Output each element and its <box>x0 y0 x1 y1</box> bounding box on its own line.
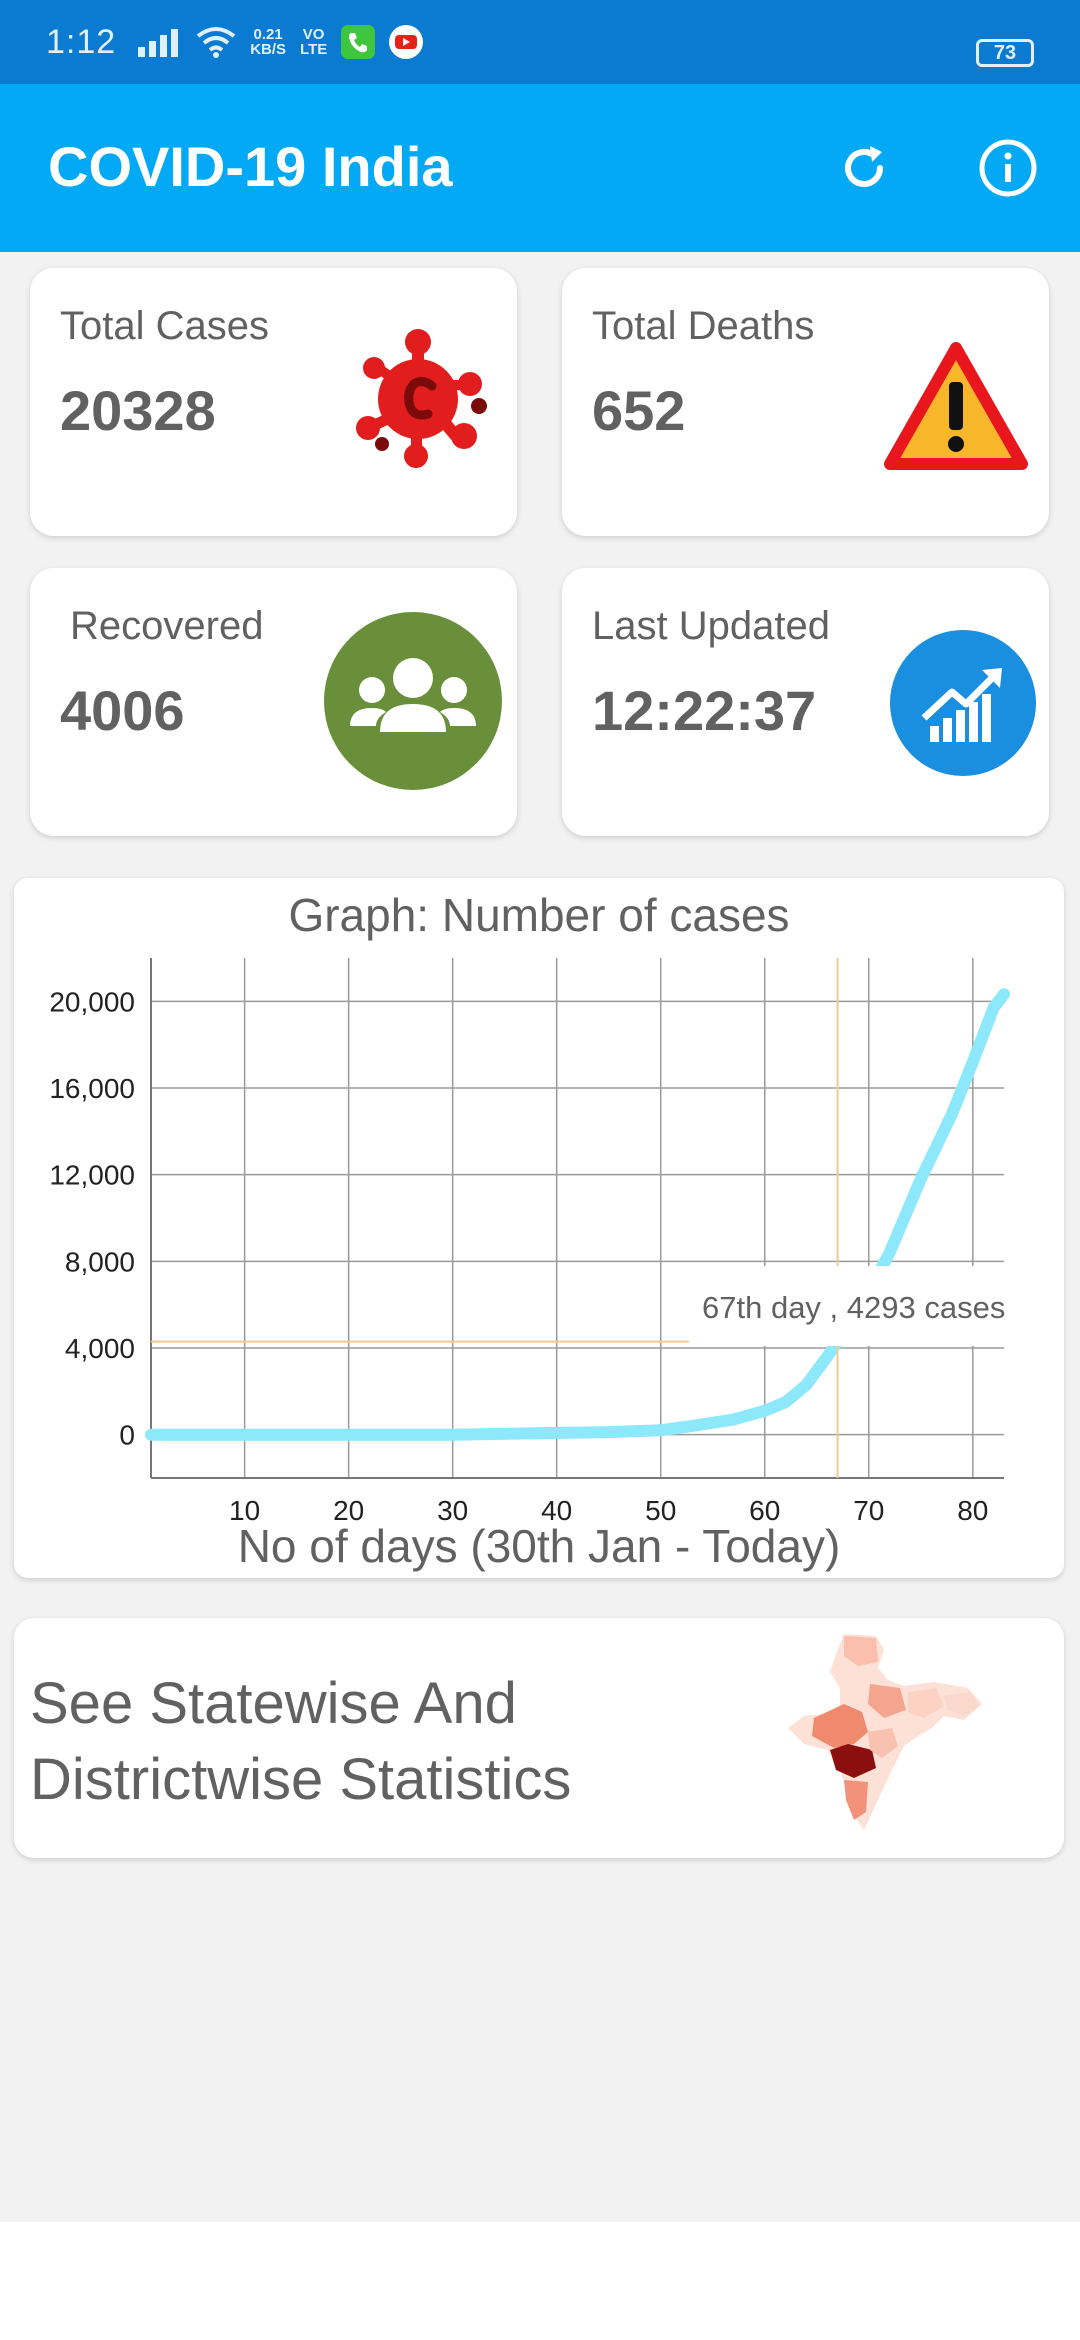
last-updated-label: Last Updated <box>592 604 830 648</box>
total-cases-value: 20328 <box>60 379 216 442</box>
signal-icon <box>138 29 179 57</box>
x-tick-label: 10 <box>229 1495 260 1526</box>
last-updated-card[interactable]: Last Updated 12:22:37 <box>562 568 1049 836</box>
volte-indicator: VO LTE <box>300 26 328 58</box>
graph-card: Graph: Number of cases 67th day , 4293 c… <box>14 878 1064 1578</box>
statewise-link-text: See Statewise And Districtwise Statistic… <box>30 1666 571 1818</box>
info-button[interactable] <box>964 124 1052 212</box>
app-bar: COVID-19 India <box>0 84 1080 252</box>
total-deaths-card[interactable]: Total Deaths 652 <box>562 268 1049 536</box>
status-bar: 1:12 0.21 KB/S VO LTE <box>0 0 1080 84</box>
x-axis-label: No of days (30th Jan - Today) <box>238 1520 841 1572</box>
x-tick-label: 40 <box>541 1495 572 1526</box>
net-speed: 0.21 KB/S <box>250 26 287 58</box>
x-tick-label: 20 <box>333 1495 364 1526</box>
youtube-app-icon <box>389 25 424 59</box>
total-cases-label: Total Cases <box>60 304 269 348</box>
refresh-icon <box>845 146 883 187</box>
info-icon <box>979 139 1037 197</box>
recovered-value: 4006 <box>60 679 185 742</box>
total-deaths-value: 652 <box>592 379 686 442</box>
x-tick-label: 70 <box>853 1495 884 1526</box>
content-area: Total Cases 20328 To <box>0 252 1080 2222</box>
cases-series-line <box>145 988 1010 1441</box>
phone-app-icon <box>341 25 376 59</box>
wifi-icon <box>196 27 236 58</box>
x-tick-label: 60 <box>749 1495 780 1526</box>
warning-icon <box>884 342 1028 470</box>
y-tick-label: 16,000 <box>49 1073 135 1104</box>
last-updated-value: 12:22:37 <box>592 679 817 742</box>
trend-chart-icon <box>890 630 1036 776</box>
india-map-icon <box>788 1634 982 1830</box>
x-tick-label: 80 <box>957 1495 988 1526</box>
tooltip-background <box>689 1266 1049 1346</box>
app-title: COVID-19 India <box>48 135 453 198</box>
chart-tooltip: 67th day , 4293 cases <box>702 1290 1005 1325</box>
y-tick-label: 0 <box>119 1420 135 1451</box>
statewise-text-line1: See Statewise And <box>30 1671 517 1736</box>
y-tick-label: 12,000 <box>49 1160 135 1191</box>
refresh-button[interactable] <box>820 124 908 212</box>
y-tick-label: 20,000 <box>49 986 135 1017</box>
cases-line-chart[interactable]: 67th day , 4293 cases 10 20 30 40 50 60 70 80 0 4… <box>14 878 1064 1578</box>
recovered-card[interactable]: Recovered 4006 <box>30 568 517 836</box>
x-tick-label: 50 <box>645 1495 676 1526</box>
y-tick-label: 8,000 <box>65 1246 135 1277</box>
graph-title: Graph: Number of cases <box>288 889 790 941</box>
total-deaths-label: Total Deaths <box>592 304 815 348</box>
y-tick-label: 4,000 <box>65 1333 135 1364</box>
battery-indicator: 73 <box>976 39 1034 67</box>
virus-icon <box>356 329 487 468</box>
recovered-label: Recovered <box>70 604 264 648</box>
x-tick-label: 30 <box>437 1495 468 1526</box>
statewise-text-line2: Districtwise Statistics <box>30 1747 572 1812</box>
total-cases-card[interactable]: Total Cases 20328 <box>30 268 517 536</box>
statewise-card[interactable]: See Statewise And Districtwise Statistic… <box>14 1618 1064 1858</box>
people-icon <box>324 612 502 790</box>
status-time: 1:12 <box>46 22 117 61</box>
